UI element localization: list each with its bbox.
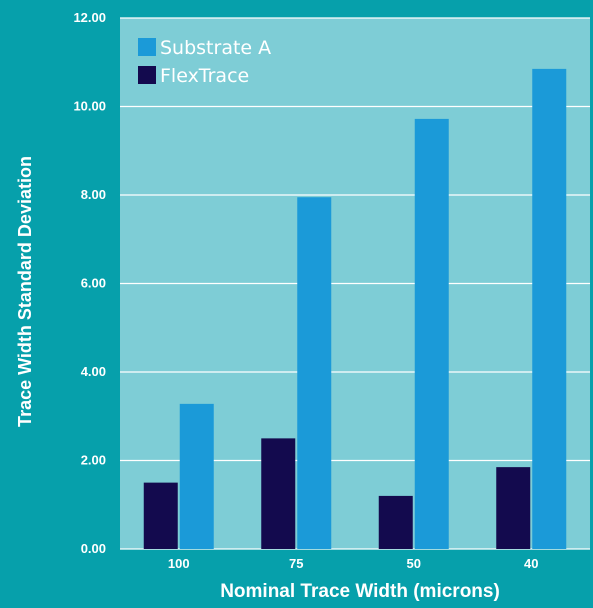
x-axis-title: Nominal Trace Width (microns)	[220, 581, 500, 602]
x-tick-label: 50	[407, 556, 421, 571]
bar-flextrace-50	[378, 495, 413, 549]
bar-substrate-a-40	[532, 68, 567, 549]
legend-swatch-flextrace	[138, 66, 156, 84]
x-tick-label: 75	[289, 556, 303, 571]
bar-substrate-a-50	[414, 118, 449, 549]
bar-flextrace-40	[496, 467, 531, 549]
bar-flextrace-75	[261, 438, 296, 549]
bar-substrate-a-100	[179, 403, 214, 549]
legend-label-flextrace: FlexTrace	[160, 65, 249, 87]
x-tick-label: 100	[168, 556, 190, 571]
y-tick-label: 4.00	[81, 364, 106, 379]
y-tick-label: 2.00	[81, 453, 106, 468]
legend: Substrate A FlexTrace	[138, 37, 271, 87]
y-axis-ticks: 0.00 2.00 4.00 6.00 8.00 10.00 12.00	[73, 10, 106, 556]
y-axis-title: Trace Width Standard Deviation	[15, 156, 35, 427]
legend-label-substrate-a: Substrate A	[160, 37, 271, 59]
x-axis-ticks: 100 75 50 40	[168, 556, 539, 571]
y-tick-label: 12.00	[73, 10, 106, 25]
y-tick-label: 6.00	[81, 276, 106, 291]
bar-flextrace-100	[143, 482, 178, 549]
bars	[143, 68, 567, 549]
bar-substrate-a-75	[297, 197, 332, 549]
x-tick-label: 40	[524, 556, 538, 571]
legend-swatch-substrate-a	[138, 38, 156, 56]
y-tick-label: 8.00	[81, 187, 106, 202]
y-tick-label: 0.00	[81, 541, 106, 556]
y-tick-label: 10.00	[73, 99, 106, 114]
